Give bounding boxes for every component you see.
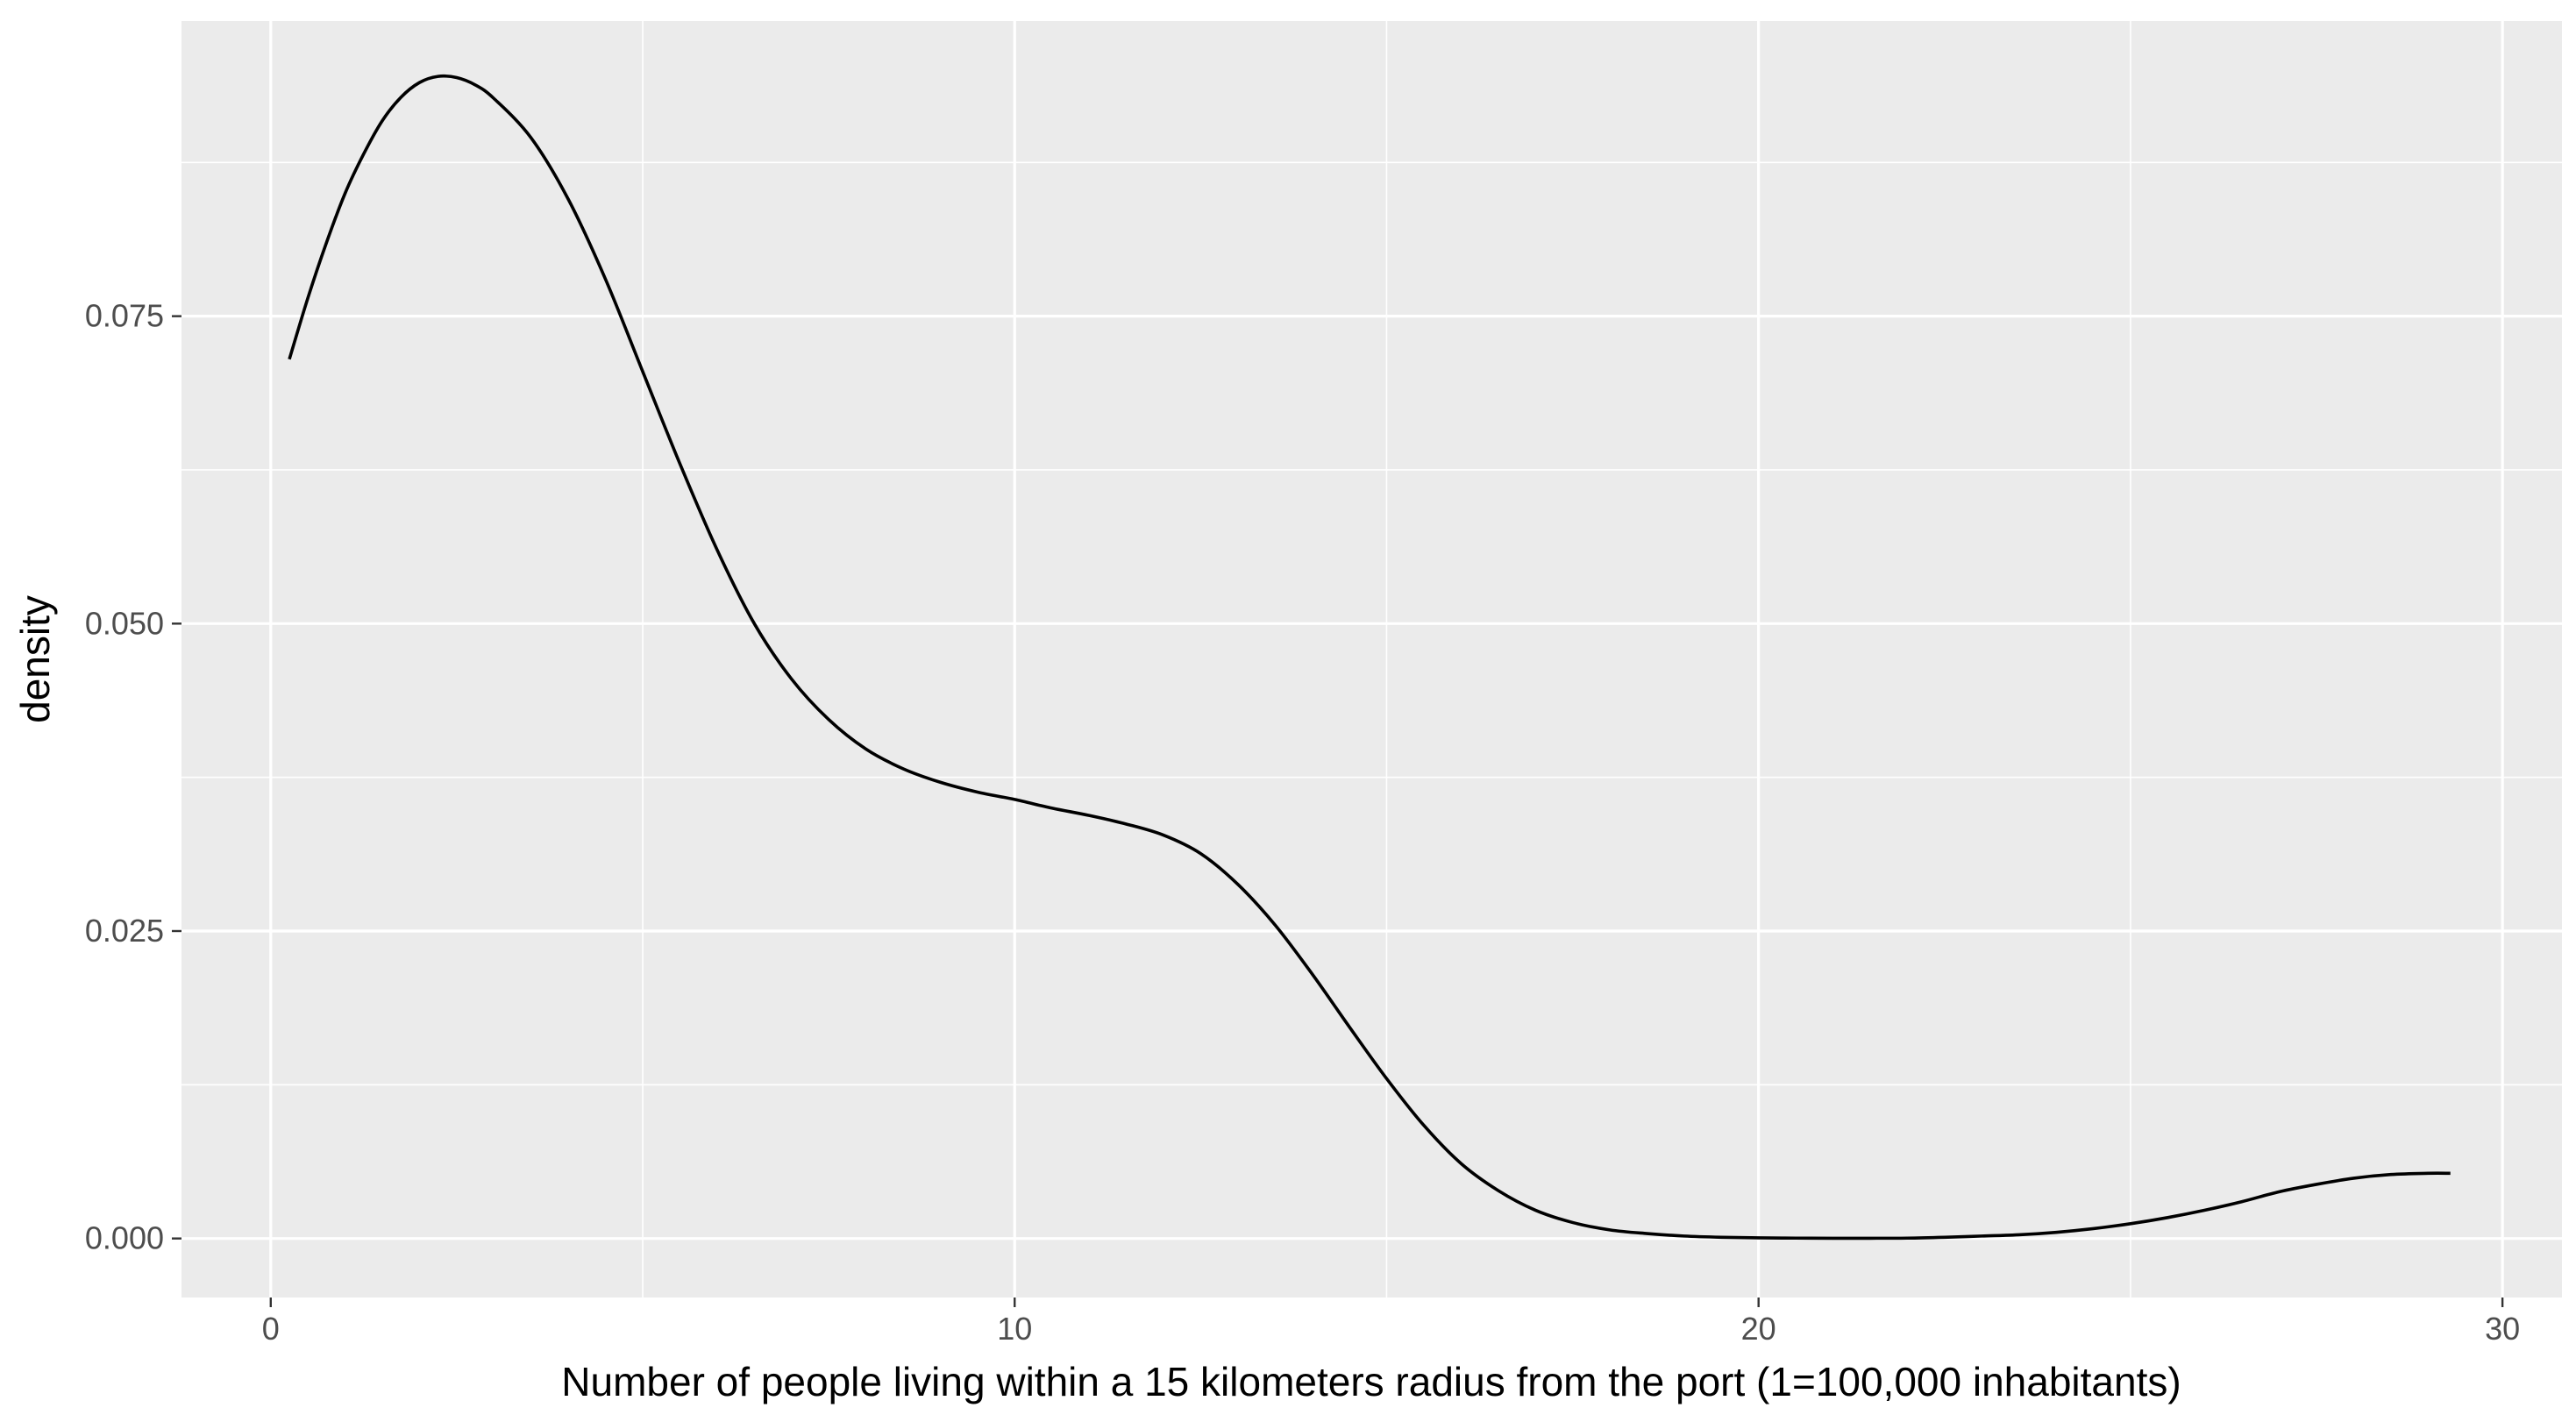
minor-gridlines [181,21,2562,1298]
x-axis-title: Number of people living within a 15 kilo… [561,1359,2181,1404]
y-axis: 0.000 0.025 0.050 0.075 [85,298,181,1256]
y-tick-label: 0.075 [85,298,164,334]
x-tick-label: 10 [997,1311,1032,1347]
x-tick-label: 0 [262,1311,280,1347]
density-curve-group [288,74,2451,1241]
y-tick-label: 0.000 [85,1220,164,1256]
y-tick-label: 0.025 [85,913,164,949]
x-axis: 0 10 20 30 [262,1298,2520,1347]
x-tick-label: 20 [1741,1311,1776,1347]
major-gridlines [181,21,2562,1298]
y-tick-label: 0.050 [85,605,164,641]
density-curve [288,74,2451,1241]
x-tick-label: 30 [2485,1311,2520,1347]
y-axis-title: density [12,595,58,723]
panel-background [181,21,2562,1298]
